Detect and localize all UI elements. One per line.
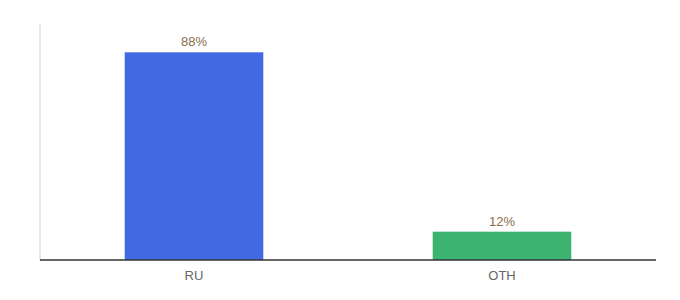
chart: 88% 12% RU OTH — [0, 0, 680, 300]
bars — [125, 52, 572, 260]
data-label: 12% — [489, 214, 515, 229]
bar — [125, 52, 264, 260]
chart-container: 88% 12% RU OTH — [0, 0, 680, 300]
data-label: 88% — [181, 34, 207, 49]
x-axis — [40, 259, 656, 261]
y-axis-line — [40, 24, 41, 260]
x-tick-label: RU — [185, 268, 204, 283]
x-tick-label: OTH — [488, 268, 515, 283]
bar — [433, 232, 572, 260]
